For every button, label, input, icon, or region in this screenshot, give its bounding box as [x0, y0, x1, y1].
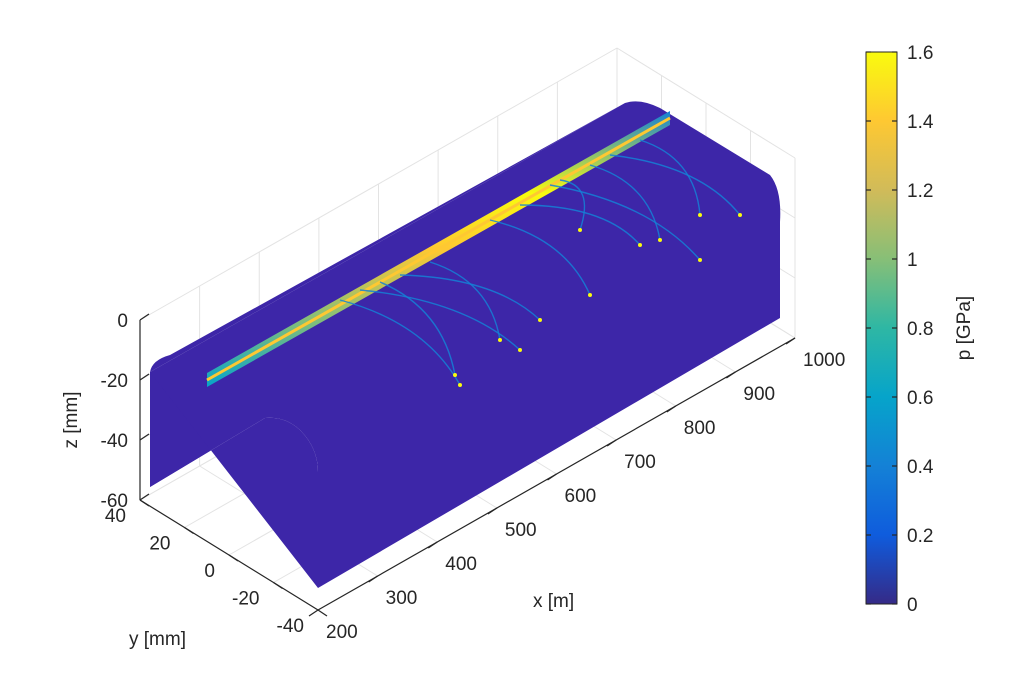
y-axis-label: y [mm]: [129, 629, 186, 650]
contact-band-core: [206, 116, 671, 382]
y-tick: [273, 582, 283, 589]
pressure-trace-spot: [538, 318, 542, 322]
rail-surface: [150, 101, 781, 588]
pressure-trace: [519, 204, 641, 246]
pressure-trace: [639, 139, 701, 216]
z-tick: [139, 433, 150, 441]
colorbar: 0 0.2 0.4 0.6 0.8 1 1.2 1.4 1.6 p [GPa]: [865, 43, 975, 616]
x-tick-label: 300: [386, 588, 418, 609]
x-tick-label: 700: [624, 452, 656, 473]
x-tick-label: 600: [565, 486, 597, 507]
pressure-trace-spot: [588, 293, 592, 297]
pressure-trace: [489, 219, 591, 296]
x-tick: [785, 337, 796, 345]
pressure-trace-spot: [698, 213, 702, 217]
colorbar-tick-label: 1.2: [907, 181, 933, 202]
surface-top: [150, 101, 781, 588]
y-tick: [184, 527, 194, 534]
pressure-trace: [589, 164, 661, 241]
y-tick-label: 20: [149, 534, 170, 555]
colorbar-tick-label: 0: [907, 595, 918, 616]
x-tick-label: 800: [684, 418, 716, 439]
pressure-trace-spot: [658, 238, 662, 242]
y-tick-label: -40: [277, 616, 304, 637]
x-tick: [726, 371, 736, 379]
x-tick-label: 1000: [803, 350, 845, 371]
grid-line: [616, 47, 796, 159]
colorbar-tick-label: 1.6: [907, 43, 933, 64]
pressure-traces: [339, 139, 742, 387]
x-tick: [547, 473, 557, 481]
x-tick: [487, 507, 498, 515]
pressure-trace: [339, 299, 461, 386]
y-tick: [139, 499, 150, 507]
x-tick-label: 900: [743, 384, 775, 405]
z-axis-label: z [mm]: [61, 392, 82, 449]
pressure-trace: [559, 179, 586, 231]
y-tick: [228, 554, 239, 562]
y-tick-label: 40: [105, 506, 126, 527]
colorbar-tick-label: 0.8: [907, 319, 933, 340]
pressure-trace: [429, 261, 501, 341]
axes: [139, 313, 796, 617]
x-tick: [308, 609, 319, 617]
z-tick-label: -60: [101, 491, 128, 512]
pressure-trace: [549, 184, 701, 261]
x-tick-label: 500: [505, 520, 537, 541]
surface-crown-front: [150, 103, 625, 372]
z-tick: [139, 373, 150, 381]
y-tick-label: -20: [232, 589, 259, 610]
pressure-trace-spot: [738, 213, 742, 217]
x-tick: [606, 439, 617, 447]
pressure-trace: [359, 289, 521, 351]
x-tick-labels: 200 300 400 500 600 700 800 900 1000: [326, 350, 845, 643]
contact-band: [206, 111, 671, 387]
z-tick: [139, 313, 150, 321]
y-tick-label: 0: [204, 561, 215, 582]
z-tick-labels: 0 -20 -40 -60: [101, 311, 128, 512]
colorbar-tick-label: 0.6: [907, 388, 933, 409]
pressure-trace-spot: [518, 348, 522, 352]
grid-line: [139, 47, 618, 321]
pressure-trace-spot: [698, 258, 702, 262]
colorbar-ticks: 0 0.2 0.4 0.6 0.8 1 1.2 1.4 1.6: [866, 43, 934, 616]
x-axis-label: x [m]: [533, 591, 574, 612]
x-tick-label: 400: [445, 554, 477, 575]
x-tick: [427, 541, 438, 549]
x-tick: [368, 575, 378, 583]
colorbar-tick-label: 1.4: [907, 112, 934, 133]
pressure-trace-spot: [498, 338, 502, 342]
surface-front-face: [150, 372, 318, 588]
y-tick-labels: 40 20 0 -20 -40: [105, 506, 304, 637]
colorbar-tick-label: 1: [907, 250, 918, 271]
y-tick: [317, 609, 328, 617]
z-tick-label: -20: [101, 371, 128, 392]
z-tick-label: -40: [101, 431, 128, 452]
pressure-trace: [399, 274, 541, 321]
pressure-trace: [379, 281, 456, 376]
pressure-trace-spot: [638, 243, 642, 247]
z-tick: [139, 493, 150, 501]
colorbar-tick-label: 0.4: [907, 457, 934, 478]
pressure-trace-spot: [453, 373, 457, 377]
x-tick-label: 200: [326, 622, 358, 643]
colorbar-label: p [GPa]: [954, 296, 975, 360]
pressure-trace-spot: [578, 228, 582, 232]
z-tick-label: 0: [117, 311, 128, 332]
x-tick: [666, 405, 677, 413]
pressure-trace-spot: [458, 383, 462, 387]
colorbar-tick-label: 0.2: [907, 526, 933, 547]
